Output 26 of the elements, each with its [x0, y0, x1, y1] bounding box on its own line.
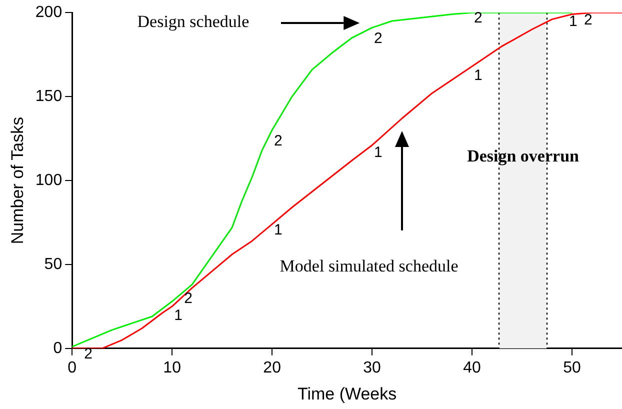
annotation: 2 — [184, 290, 192, 308]
x-tick-label: 10 — [163, 359, 182, 376]
y-tick-label: 50 — [44, 256, 62, 273]
x-tick-label: 30 — [363, 359, 382, 376]
annotation: 2 — [274, 132, 282, 150]
band-label: Design overrun — [467, 146, 580, 166]
y-axis-title: Number of Tasks — [8, 116, 27, 244]
annotation: 1 — [569, 13, 578, 30]
y-tick-label: 100 — [35, 172, 62, 189]
x-tick-label: 40 — [463, 359, 482, 376]
x-tick-label: 0 — [68, 359, 77, 376]
annotation: 1 — [474, 66, 482, 84]
annotation: 1 — [174, 306, 182, 324]
annotation: 1 — [274, 221, 282, 238]
annotation: 2 — [474, 10, 482, 27]
x-axis-title: Time (Weeks — [297, 384, 397, 404]
annotation: Design schedule — [137, 12, 250, 32]
y-tick-label: 0 — [53, 340, 62, 357]
x-tick-label: 50 — [563, 359, 582, 376]
annotation: 1 — [374, 144, 382, 162]
x-tick-label: 20 — [263, 359, 282, 376]
y-tick-label: 150 — [35, 88, 62, 105]
annotation: 2 — [584, 11, 592, 28]
annotation: Model simulated schedule — [280, 256, 458, 276]
annotation: 2 — [374, 30, 382, 47]
y-tick-label: 200 — [35, 4, 62, 22]
